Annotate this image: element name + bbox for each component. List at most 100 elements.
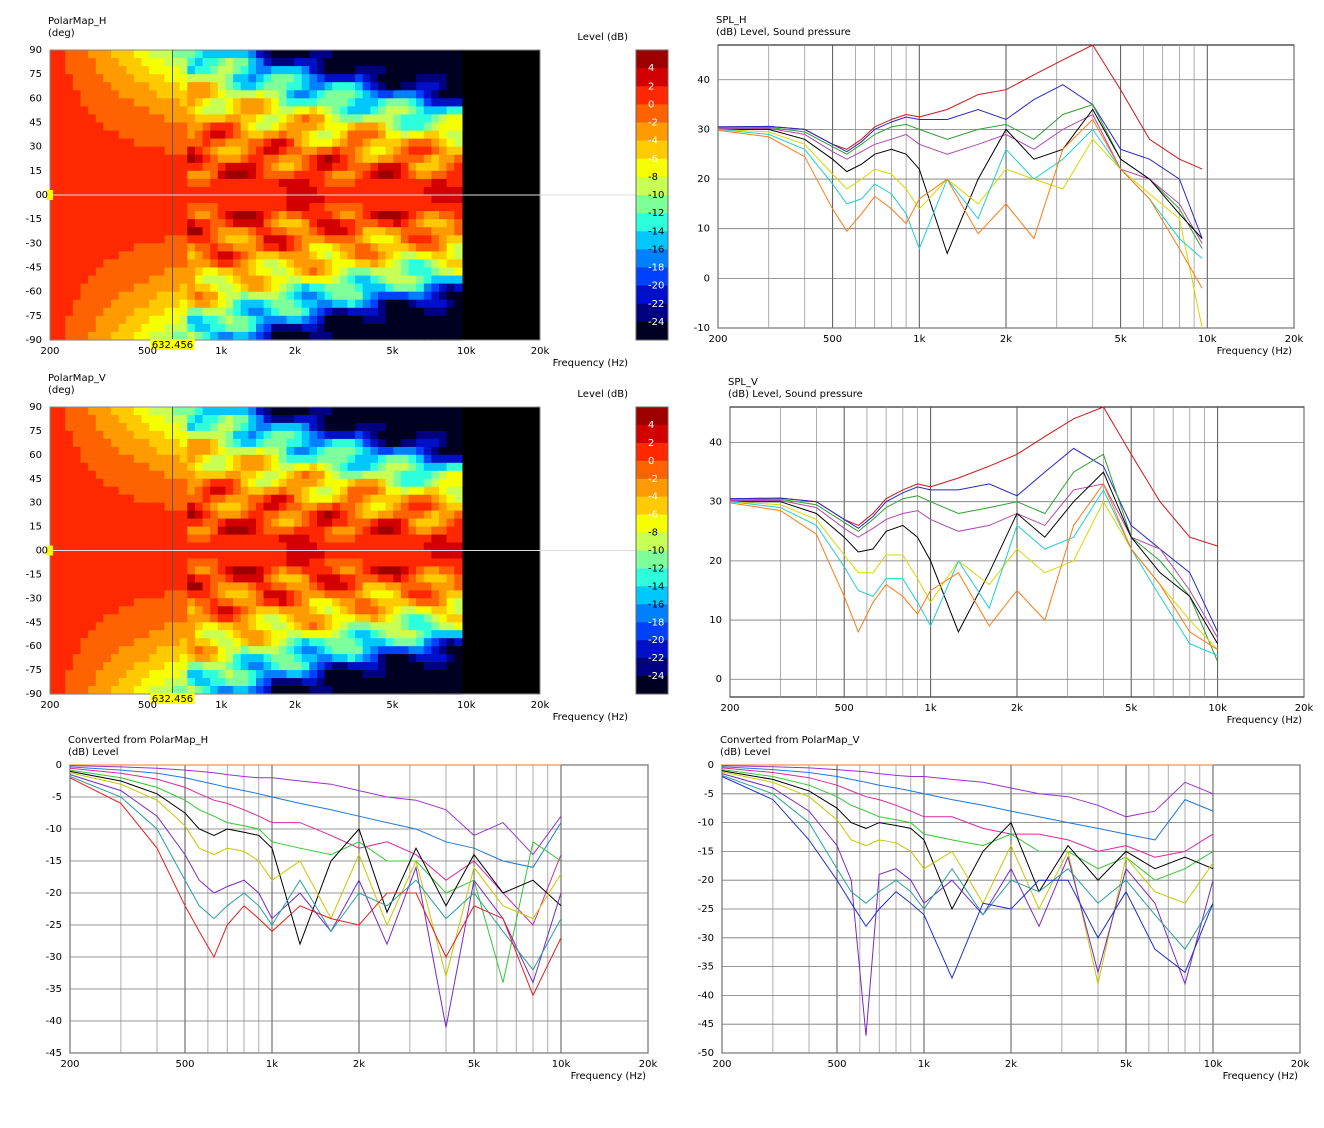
converted-v-panel: 200 500 1k 2k 5k 10k 20k 0 -5 -10 -15 -20 -25 -30 -35-…: [680, 728, 1324, 1082]
heatmap-cell: [95, 315, 104, 325]
heatmap-cell: [118, 598, 127, 607]
heatmap-cell: [286, 462, 295, 472]
heatmap-cell: [393, 299, 402, 309]
heatmap-cell: [248, 178, 257, 188]
heatmap-cell: [378, 422, 387, 432]
y-tick-label: -60: [26, 287, 42, 298]
heatmap-cell: [393, 407, 402, 416]
heatmap-cell: [50, 267, 59, 277]
heatmap-cell: [118, 219, 127, 228]
heatmap-cell: [355, 307, 364, 317]
heatmap-cell: [400, 235, 410, 244]
heatmap-cell: [248, 195, 257, 204]
heatmap-cell: [50, 686, 59, 695]
heatmap-cell: [95, 638, 104, 647]
heatmap-cell: [256, 566, 265, 575]
heatmap-cell: [431, 486, 440, 496]
heatmap-cell: [65, 526, 74, 536]
heatmap-cell: [187, 686, 196, 695]
heatmap-cell: [194, 106, 204, 116]
heatmap-cell: [164, 670, 173, 679]
heatmap-cell: [423, 178, 432, 188]
heatmap-cell: [80, 90, 89, 99]
heatmap-cell: [149, 494, 158, 504]
heatmap-cell: [393, 566, 402, 575]
heatmap-cell: [431, 98, 440, 107]
heatmap-cell: [256, 122, 265, 132]
heatmap-cell: [355, 526, 364, 536]
heatmap-cell: [385, 518, 394, 528]
heatmap-cell: [57, 146, 66, 156]
heatmap-cell: [294, 558, 303, 568]
heatmap-cell: [339, 478, 349, 488]
heatmap-cell: [439, 138, 448, 148]
heatmap-cell: [400, 90, 410, 99]
heatmap-cell: [400, 219, 410, 228]
heatmap-cell: [80, 534, 89, 544]
heatmap-cell: [50, 275, 59, 285]
heatmap-cell: [50, 510, 59, 520]
heatmap-cell: [378, 566, 387, 575]
heatmap-cell: [370, 622, 379, 631]
heatmap-cell: [210, 486, 219, 496]
heatmap-cell: [172, 622, 181, 631]
heatmap-cell: [202, 415, 211, 424]
heatmap-cell: [149, 138, 158, 148]
heatmap-cell: [240, 162, 249, 172]
heatmap-cell: [256, 331, 265, 341]
heatmap-cell: [370, 574, 379, 583]
heatmap-cell: [187, 478, 196, 488]
heatmap-cell: [80, 114, 89, 124]
heatmap-cell: [57, 670, 66, 679]
heatmap-cell: [133, 114, 143, 124]
heatmap-cell: [248, 227, 257, 236]
heatmap-cell: [57, 74, 66, 83]
heatmap-cell: [118, 74, 127, 83]
heatmap-cell: [385, 122, 394, 132]
heatmap-cell: [210, 550, 219, 560]
heatmap-cell: [286, 630, 295, 639]
heatmap-cell: [225, 438, 234, 448]
heatmap-cell: [72, 502, 82, 512]
heatmap-cell: [233, 275, 242, 285]
heatmap-cell: [240, 654, 249, 663]
heatmap-cell: [103, 50, 112, 59]
heatmap-cell: [278, 251, 287, 261]
heatmap-cell: [88, 430, 97, 440]
heatmap-cell: [240, 315, 249, 325]
heatmap-cell: [133, 170, 143, 180]
y-tick-label: 45: [29, 118, 42, 129]
heatmap-cell: [217, 275, 226, 285]
heatmap-cell: [439, 630, 448, 639]
heatmap-cell: [263, 670, 272, 679]
heatmap-cell: [118, 542, 127, 552]
heatmap-cell: [378, 558, 387, 568]
heatmap-cell: [385, 550, 394, 560]
heatmap-cell: [339, 98, 349, 107]
heatmap-cell: [294, 534, 303, 544]
heatmap-cell: [301, 654, 310, 663]
heatmap-cell: [172, 122, 181, 132]
heatmap-cell: [278, 90, 287, 99]
heatmap-cell: [202, 462, 211, 472]
heatmap-cell: [408, 654, 417, 663]
heatmap-cell: [431, 283, 440, 293]
heatmap-cell: [446, 170, 455, 180]
heatmap-cell: [240, 526, 249, 536]
heatmap-cell: [271, 170, 280, 180]
heatmap-cell: [225, 574, 234, 583]
heatmap-cell: [217, 415, 226, 424]
heatmap-cell: [50, 243, 59, 252]
heatmap-cell: [164, 106, 173, 116]
heatmap-cell: [408, 299, 417, 309]
heatmap-cell: [233, 415, 242, 424]
heatmap-cell: [95, 415, 104, 424]
heatmap-cell: [65, 227, 74, 236]
heatmap-cell: [187, 235, 196, 244]
x-axis-label: Frequency (Hz): [553, 358, 629, 369]
heatmap-cell: [65, 291, 74, 301]
heatmap-cell: [256, 130, 265, 140]
y-tick-label: -45: [698, 1019, 714, 1030]
heatmap-cell: [294, 267, 303, 277]
heatmap-cell: [172, 162, 181, 172]
